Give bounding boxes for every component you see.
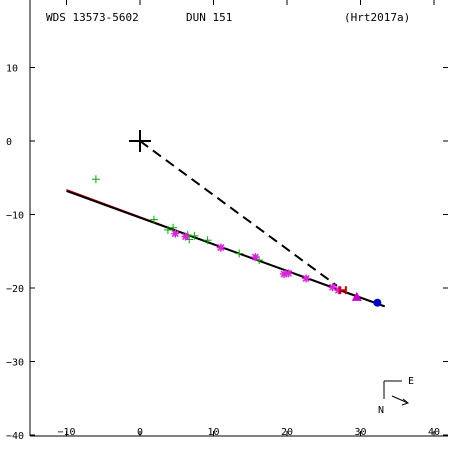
h-marker xyxy=(338,286,347,295)
x-tick-label: 0 xyxy=(137,427,143,438)
axis-ticks: −10 0 10 20 30 40 10 0 −10 −20 −30 −40 xyxy=(6,0,448,442)
asterisk-d2 xyxy=(280,270,288,278)
dot-point xyxy=(373,298,382,307)
plus-point xyxy=(149,215,158,224)
x-tick-label: −10 xyxy=(57,427,75,438)
asterisk-d2 xyxy=(302,274,310,282)
asterisk-point xyxy=(171,229,180,238)
plus-point xyxy=(163,225,172,234)
compass-north-label: N xyxy=(378,405,384,416)
asterisk-d2 xyxy=(251,253,259,261)
reference-label: (Hrt2017a) xyxy=(344,11,410,24)
motion-arrow-shaft xyxy=(391,395,409,404)
y-tick-label: −30 xyxy=(6,358,24,369)
asterisk-point xyxy=(216,243,225,252)
asterisk-d2 xyxy=(329,283,337,291)
y-tick-label: −40 xyxy=(6,431,24,442)
x-tick-label: 10 xyxy=(207,427,219,438)
x-tick-label: 40 xyxy=(428,427,440,438)
asterisk-d2 xyxy=(171,230,179,238)
compass-east-label: E xyxy=(408,376,414,387)
orbit-lines xyxy=(66,130,386,308)
dashed-line xyxy=(139,140,338,287)
data-points xyxy=(91,175,382,307)
asterisk-point xyxy=(284,269,293,278)
y-tick-label: −10 xyxy=(6,211,24,222)
asterisk-point xyxy=(251,253,260,262)
plus-point xyxy=(235,249,244,258)
asterisk-point xyxy=(181,232,190,241)
triangle-point xyxy=(351,291,362,301)
wds-label: WDS 13573-5602 xyxy=(46,11,139,24)
discoverer-label: DUN 151 xyxy=(186,11,232,24)
plot-frame xyxy=(29,0,448,437)
asterisk-point xyxy=(328,283,337,292)
y-tick-label: 0 xyxy=(6,137,12,148)
plus-point xyxy=(91,175,100,184)
motion-arrow-head xyxy=(401,398,410,406)
y-tick-label: 10 xyxy=(6,64,18,75)
x-tick-label: 30 xyxy=(354,427,366,438)
asterisk-point xyxy=(302,274,311,283)
y-tick-label: −20 xyxy=(6,284,24,295)
compass: EN xyxy=(378,376,414,416)
plus-point xyxy=(190,231,199,240)
x-tick-label: 20 xyxy=(281,427,293,438)
asterisk-d2 xyxy=(217,244,225,252)
plus-point xyxy=(203,236,212,245)
asterisk-d2 xyxy=(284,269,293,277)
asterisk-d2 xyxy=(182,233,190,241)
